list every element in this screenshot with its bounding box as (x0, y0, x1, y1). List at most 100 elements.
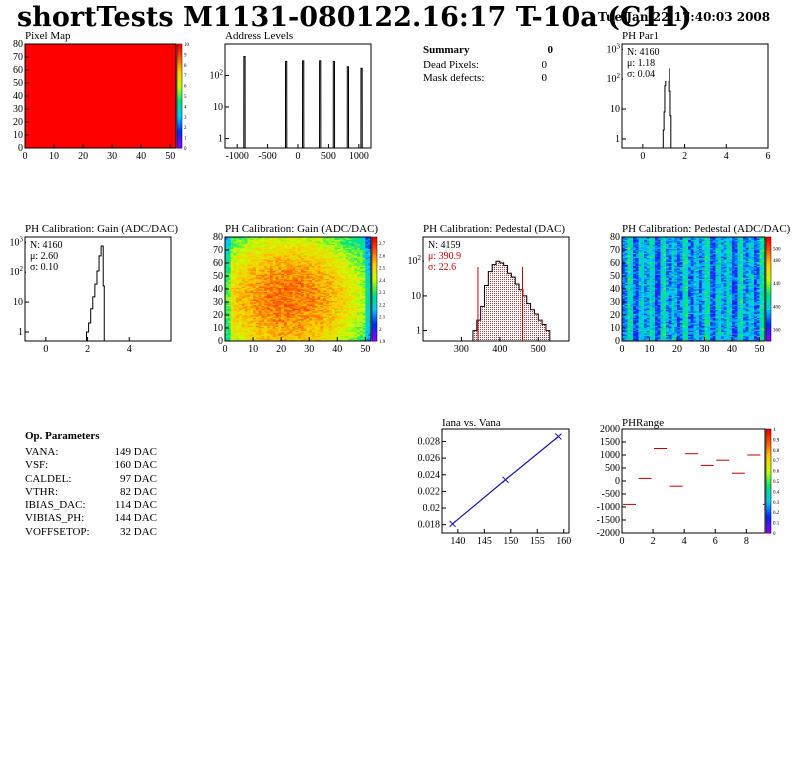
heatmap-cell (320, 260, 324, 262)
chart-title: Address Levels (225, 30, 293, 42)
heatmap-cell (342, 330, 347, 333)
heatmap-cell (295, 237, 299, 239)
heatmap-cell (348, 243, 352, 246)
heatmap-cell (627, 324, 631, 326)
heatmap-cell (627, 250, 631, 252)
heatmap-cell (233, 318, 237, 321)
summary-row: Mask defects: 0 (423, 72, 553, 85)
heatmap-cell (345, 243, 349, 246)
heatmap-cell (334, 287, 338, 290)
heatmap-cell (309, 303, 313, 305)
heatmap-cell (253, 251, 257, 253)
heatmap-cell (638, 283, 642, 286)
heatmap-cell (298, 333, 302, 335)
colorbar-cell (177, 77, 182, 81)
y-tick-label: 10 (213, 323, 223, 334)
heatmap-cell (638, 246, 642, 248)
heatmap-cell (272, 268, 276, 270)
colorbar-cell (177, 98, 182, 102)
chart-title: PH Calibration: Gain (ADC/DAC) (25, 223, 178, 235)
heatmap-cell (289, 276, 293, 278)
heatmap-cell (236, 244, 240, 247)
heatmap-cell (241, 304, 245, 307)
heatmap-cell (320, 329, 324, 331)
heatmap-cell (247, 257, 251, 260)
heatmap-cell (303, 279, 307, 282)
heatmap-cell (323, 326, 327, 329)
heatmap-cell (622, 304, 626, 307)
heatmap-cell (233, 292, 237, 295)
heatmap-cell (303, 304, 307, 307)
heatmap-cell (328, 318, 332, 321)
heatmap-cell (312, 264, 316, 266)
heatmap-cell (334, 276, 338, 278)
heatmap-cell (272, 295, 276, 298)
heatmap-cell (239, 329, 243, 331)
heatmap-cell (261, 282, 265, 285)
heatmap-cell (227, 278, 231, 281)
heatmap-cell (250, 290, 254, 292)
heatmap-cell (312, 307, 316, 309)
heatmap-cell (328, 259, 332, 261)
heatmap-cell (289, 296, 293, 299)
heatmap-cell (306, 268, 310, 270)
heatmap-cell (269, 289, 274, 291)
heatmap-cell (292, 268, 296, 270)
heatmap-cell (342, 307, 347, 309)
heatmap-cell (342, 285, 347, 287)
heatmap-cell (253, 246, 257, 248)
heatmap-cell (253, 335, 257, 338)
heatmap-cell (351, 243, 355, 246)
heatmap-cell (309, 282, 313, 285)
heatmap-cell (247, 281, 251, 283)
heatmap-cell (345, 265, 349, 268)
heatmap-cell (326, 266, 330, 269)
heatmap-cell (272, 251, 276, 253)
heatmap-cell (230, 256, 234, 259)
y-tick-label: 60 (213, 258, 223, 269)
heatmap-cell (289, 252, 293, 255)
heatmap-cell (633, 256, 637, 259)
heatmap-cell (354, 308, 358, 311)
heatmap-cell (250, 333, 254, 335)
heatmap-cell (267, 269, 271, 272)
heatmap-cell (359, 315, 363, 317)
heatmap-cell (258, 273, 262, 275)
heatmap-cell (356, 243, 361, 246)
heatmap-cell (258, 294, 262, 296)
heatmap-cell (261, 253, 265, 256)
heatmap-cell (630, 242, 634, 244)
heatmap-cell (309, 337, 313, 339)
heatmap-cell (255, 308, 259, 311)
heatmap-cell (638, 248, 642, 251)
heatmap-cell (630, 285, 634, 287)
heatmap-cell (286, 247, 290, 249)
heatmap-cell (281, 260, 285, 262)
heatmap-cell (306, 244, 310, 247)
heatmap-cell (300, 315, 304, 317)
heatmap-cell (239, 294, 243, 296)
heatmap-cell (351, 255, 355, 257)
heatmap-cell (345, 305, 349, 308)
heatmap-cell (635, 287, 639, 290)
heatmap-cell (230, 248, 234, 251)
heatmap-cell (630, 333, 634, 335)
heatmap-cell (630, 330, 634, 333)
heatmap-cell (348, 251, 352, 253)
heatmap-cell (622, 283, 626, 286)
heatmap-cell (281, 320, 285, 322)
heatmap-cell (365, 318, 369, 321)
heatmap-cell (250, 261, 254, 264)
heatmap-cell (227, 239, 231, 242)
heatmap-cell (368, 291, 372, 294)
heatmap-cell (362, 261, 366, 264)
heatmap-cell (314, 265, 318, 268)
heatmap-cell (337, 259, 341, 261)
heatmap-cell (253, 247, 257, 249)
heatmap-cell (340, 309, 344, 312)
heatmap-cell (281, 265, 285, 268)
heatmap-cell (298, 313, 302, 316)
heatmap-cell (328, 296, 332, 299)
heatmap-cell (227, 289, 231, 291)
heatmap-cell (261, 283, 265, 286)
